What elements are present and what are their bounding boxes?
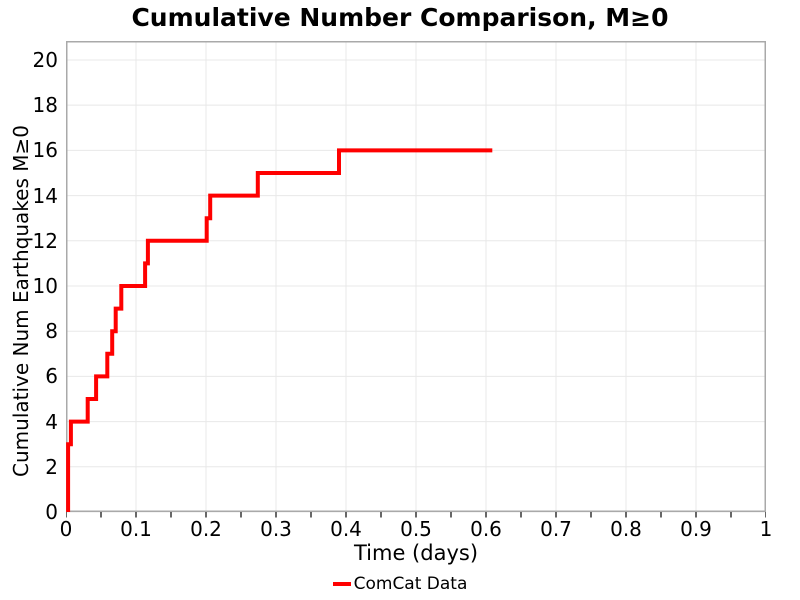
x-tick-label: 0.9 xyxy=(680,517,712,541)
x-tick-label: 0 xyxy=(59,517,73,541)
plot-area xyxy=(66,41,766,518)
y-tick-label: 10 xyxy=(32,273,58,298)
y-tick-label: 18 xyxy=(32,93,58,118)
y-tick-label: 14 xyxy=(32,183,58,208)
y-tick-label: 12 xyxy=(32,228,58,253)
legend: ComCat Data xyxy=(0,572,800,596)
legend-line-marker xyxy=(332,582,351,586)
x-tick-label: 0.8 xyxy=(610,517,642,541)
y-tick-label: 6 xyxy=(45,364,58,389)
y-tick-label: 2 xyxy=(45,454,58,479)
chart-title: Cumulative Number Comparison, M≥0 xyxy=(131,3,669,32)
y-tick-label: 0 xyxy=(45,500,58,524)
x-tick-label: 0.4 xyxy=(330,517,362,541)
x-tick-label: 1 xyxy=(759,517,773,541)
y-tick-label: 4 xyxy=(45,409,58,434)
x-tick-label: 0.5 xyxy=(400,517,432,541)
gridlines xyxy=(66,41,766,513)
x-tick-label: 0.2 xyxy=(190,517,222,541)
x-tick-label: 0.3 xyxy=(260,517,292,541)
x-tick-label: 0.6 xyxy=(470,517,502,541)
legend-label: ComCat Data xyxy=(353,574,468,594)
y-tick-label: 16 xyxy=(32,138,58,163)
plot-frame xyxy=(66,41,766,512)
x-tick-label: 0.7 xyxy=(540,517,572,541)
y-tick-label: 8 xyxy=(45,319,58,344)
series-line-comcat-data xyxy=(66,148,493,512)
x-tick-label: 0.1 xyxy=(120,517,152,541)
x-axis-label: Time (days) xyxy=(353,541,479,565)
y-tick-label: 20 xyxy=(32,47,58,72)
x-tick-marks xyxy=(66,512,766,518)
